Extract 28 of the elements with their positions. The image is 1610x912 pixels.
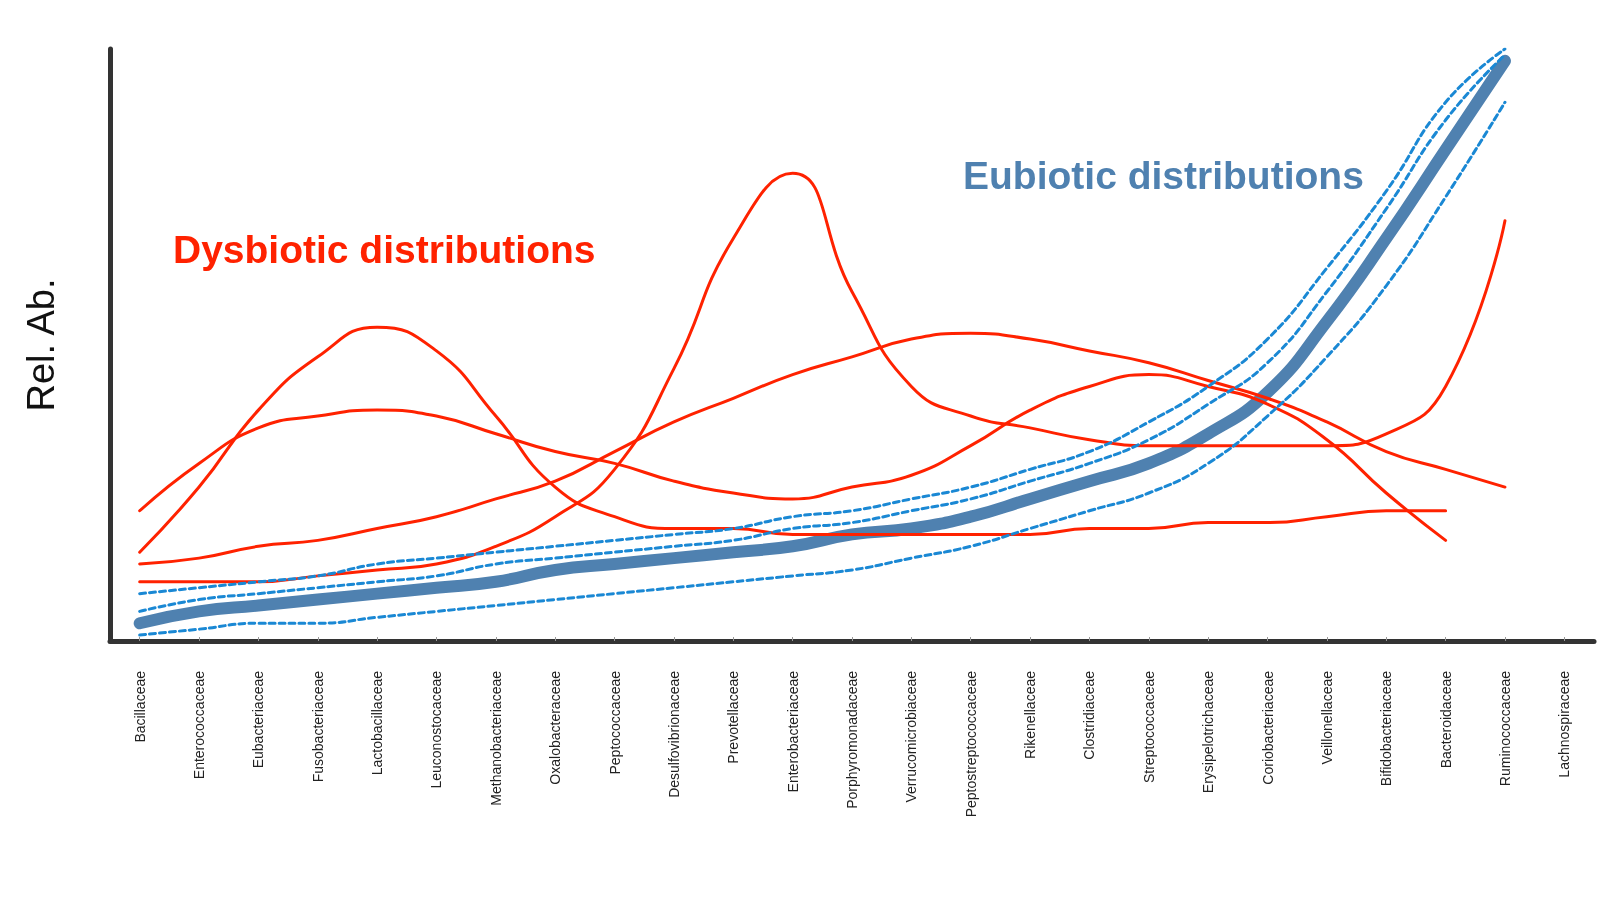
x-tick-label: Veillonellaceae xyxy=(1318,670,1335,765)
x-tick-label: Desulfovibrionaceae xyxy=(665,670,682,798)
x-tick-label: Leuconostocaceae xyxy=(428,670,445,789)
x-tick-label: Streptococcaceae xyxy=(1140,670,1157,784)
x-tick-label: Porphyromonadaceae xyxy=(844,670,860,809)
x-tick-label: Eubacteriaceae xyxy=(250,670,267,769)
x-tick-label: Bifidobacteriaceae xyxy=(1378,670,1395,787)
y-axis-title: Rel. Ab. xyxy=(20,278,62,412)
x-tick-label: Bacillaceae xyxy=(131,670,148,743)
x-tick-label: Rikenellaceae xyxy=(1022,670,1039,759)
x-tick-label: Erysipelotrichaceae xyxy=(1200,670,1217,794)
series-label: Dysbiotic distributions xyxy=(173,228,596,271)
x-tick-label: Lactobacillaceae xyxy=(369,670,386,776)
x-tick-label: Peptococcaceae xyxy=(606,670,623,775)
x-tick-label: Prevotellaceae xyxy=(725,670,742,764)
x-tick-label: Peptostreptococcaceae xyxy=(962,670,979,818)
x-tick-label: Coriobacteriaceae xyxy=(1259,670,1276,785)
x-tick-label: Fusobacteriaceae xyxy=(309,670,326,783)
x-tick-label: Enterococcaceae xyxy=(191,670,208,780)
x-tick-label: Verrucomicrobiaceae xyxy=(903,670,920,803)
x-tick-label: Clostridiaceae xyxy=(1081,670,1098,760)
x-tick-label: Bacteroidaceae xyxy=(1437,670,1454,769)
x-tick-label: Ruminococcaceae xyxy=(1496,670,1513,787)
x-tick-label: Lachnospiraceae xyxy=(1556,670,1573,778)
x-tick-label: Methanobacteriaceae xyxy=(487,670,504,806)
x-tick-label: Oxalobacteraceae xyxy=(547,670,564,785)
series-label: Eubiotic distributions xyxy=(963,154,1364,197)
x-tick-label: Enterobacteriaceae xyxy=(784,670,801,793)
